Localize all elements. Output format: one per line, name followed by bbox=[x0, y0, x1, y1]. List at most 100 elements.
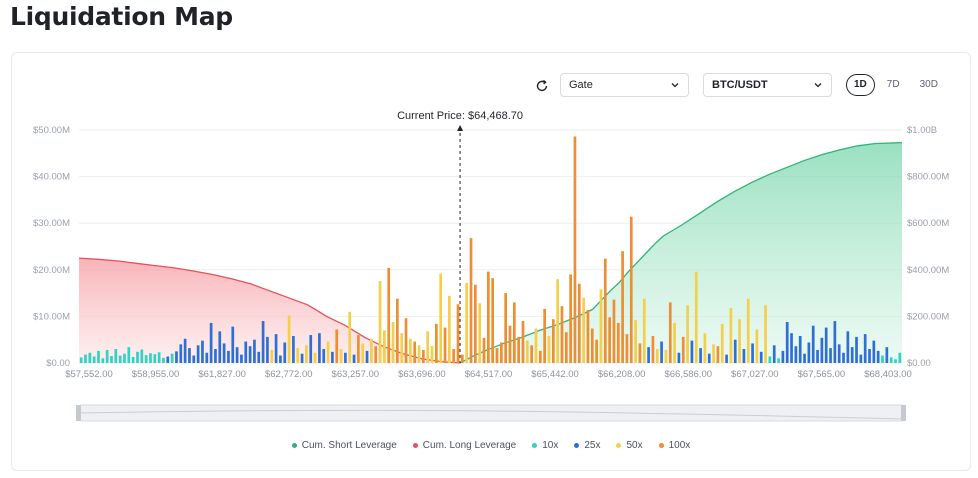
bar-25x[interactable] bbox=[253, 339, 256, 363]
bar-25x[interactable] bbox=[365, 350, 369, 363]
bar-100x[interactable] bbox=[608, 317, 611, 363]
bar-25x[interactable] bbox=[344, 352, 347, 363]
bar-25x[interactable] bbox=[876, 350, 880, 363]
bar-10x[interactable] bbox=[84, 354, 87, 363]
bar-100x[interactable] bbox=[612, 299, 616, 363]
bar-25x[interactable] bbox=[192, 355, 196, 363]
bar-50x[interactable] bbox=[287, 315, 291, 363]
bar-50x[interactable] bbox=[305, 345, 308, 363]
bar-25x[interactable] bbox=[850, 347, 854, 363]
bar-25x[interactable] bbox=[218, 331, 222, 363]
bar-25x[interactable] bbox=[807, 342, 811, 364]
bar-100x[interactable] bbox=[716, 346, 720, 363]
bar-25x[interactable] bbox=[785, 321, 789, 363]
bar-25x[interactable] bbox=[690, 340, 694, 363]
bar-50x[interactable] bbox=[313, 352, 317, 363]
bar-100x[interactable] bbox=[651, 335, 655, 363]
bar-25x[interactable] bbox=[166, 356, 170, 363]
bar-25x[interactable] bbox=[331, 351, 334, 363]
bar-50x[interactable] bbox=[686, 305, 689, 363]
bar-25x[interactable] bbox=[699, 348, 702, 363]
bar-100x[interactable] bbox=[374, 346, 378, 363]
bar-100x[interactable] bbox=[577, 283, 581, 363]
bar-50x[interactable] bbox=[465, 282, 469, 363]
bar-10x[interactable] bbox=[92, 356, 96, 363]
bar-100x[interactable] bbox=[560, 306, 564, 363]
bar-100x[interactable] bbox=[621, 251, 624, 363]
bar-10x[interactable] bbox=[110, 356, 113, 363]
bar-10x[interactable] bbox=[153, 354, 157, 363]
bar-100x[interactable] bbox=[456, 304, 460, 363]
bar-100x[interactable] bbox=[625, 334, 629, 363]
bar-10x[interactable] bbox=[101, 358, 105, 363]
bar-100x[interactable] bbox=[603, 258, 607, 363]
bar-100x[interactable] bbox=[335, 329, 339, 363]
bar-10x[interactable] bbox=[889, 357, 893, 363]
bar-100x[interactable] bbox=[586, 309, 590, 363]
bar-10x[interactable] bbox=[157, 352, 161, 363]
bar-50x[interactable] bbox=[378, 280, 382, 363]
bar-25x[interactable] bbox=[781, 350, 785, 363]
bar-100x[interactable] bbox=[508, 325, 512, 363]
bar-10x[interactable] bbox=[136, 351, 139, 363]
bar-100x[interactable] bbox=[435, 323, 438, 363]
bar-50x[interactable] bbox=[326, 341, 330, 363]
bar-50x[interactable] bbox=[729, 308, 733, 363]
bar-100x[interactable] bbox=[443, 327, 447, 363]
bar-100x[interactable] bbox=[387, 267, 391, 363]
legend-item-25x[interactable]: 25x bbox=[574, 440, 600, 451]
bar-25x[interactable] bbox=[863, 334, 867, 363]
bar-50x[interactable] bbox=[339, 349, 343, 363]
tab-7d[interactable]: 7D bbox=[886, 79, 900, 90]
bar-25x[interactable] bbox=[240, 354, 243, 363]
bar-10x[interactable] bbox=[118, 355, 122, 363]
bar-50x[interactable] bbox=[673, 322, 676, 363]
bar-25x[interactable] bbox=[222, 343, 226, 363]
bar-25x[interactable] bbox=[790, 333, 793, 363]
bar-10x[interactable] bbox=[894, 359, 897, 363]
bar-25x[interactable] bbox=[855, 336, 858, 363]
bar-50x[interactable] bbox=[738, 319, 741, 363]
bar-25x[interactable] bbox=[209, 322, 213, 363]
bar-10x[interactable] bbox=[768, 356, 772, 363]
legend-item-50x[interactable]: 50x bbox=[616, 440, 643, 451]
bar-25x[interactable] bbox=[261, 321, 265, 363]
bar-100x[interactable] bbox=[474, 284, 477, 363]
bar-10x[interactable] bbox=[881, 355, 884, 363]
zoom-handle-right[interactable] bbox=[901, 405, 906, 421]
bar-50x[interactable] bbox=[400, 333, 404, 363]
bar-25x[interactable] bbox=[677, 352, 681, 363]
bar-50x[interactable] bbox=[439, 273, 443, 363]
bar-50x[interactable] bbox=[556, 279, 559, 363]
bar-25x[interactable] bbox=[274, 334, 278, 363]
bar-50x[interactable] bbox=[409, 338, 412, 363]
bar-100x[interactable] bbox=[521, 321, 525, 363]
bar-10x[interactable] bbox=[777, 358, 780, 363]
bar-100x[interactable] bbox=[422, 349, 425, 363]
bar-25x[interactable] bbox=[201, 340, 204, 363]
bar-100x[interactable] bbox=[486, 271, 490, 363]
bar-25x[interactable] bbox=[196, 345, 200, 363]
bar-25x[interactable] bbox=[794, 346, 798, 363]
bar-50x[interactable] bbox=[746, 298, 750, 363]
bar-25x[interactable] bbox=[257, 351, 261, 363]
bar-25x[interactable] bbox=[751, 343, 754, 363]
bar-50x[interactable] bbox=[430, 346, 434, 363]
legend-item-10x[interactable]: 10x bbox=[532, 440, 558, 451]
bar-25x[interactable] bbox=[283, 342, 287, 364]
bar-10x[interactable] bbox=[162, 357, 165, 363]
bar-10x[interactable] bbox=[79, 357, 83, 363]
bar-25x[interactable] bbox=[872, 340, 876, 363]
bar-25x[interactable] bbox=[175, 351, 178, 363]
pair-select[interactable]: BTC/USDT bbox=[703, 73, 832, 97]
bar-100x[interactable] bbox=[491, 278, 495, 363]
bar-25x[interactable] bbox=[244, 341, 248, 363]
bar-50x[interactable] bbox=[525, 340, 529, 363]
bar-50x[interactable] bbox=[426, 331, 430, 363]
bar-100x[interactable] bbox=[573, 136, 577, 363]
bar-10x[interactable] bbox=[114, 349, 118, 363]
bar-25x[interactable] bbox=[837, 344, 841, 363]
bar-50x[interactable] bbox=[642, 298, 646, 363]
bar-50x[interactable] bbox=[448, 295, 451, 363]
bar-100x[interactable] bbox=[482, 337, 486, 363]
